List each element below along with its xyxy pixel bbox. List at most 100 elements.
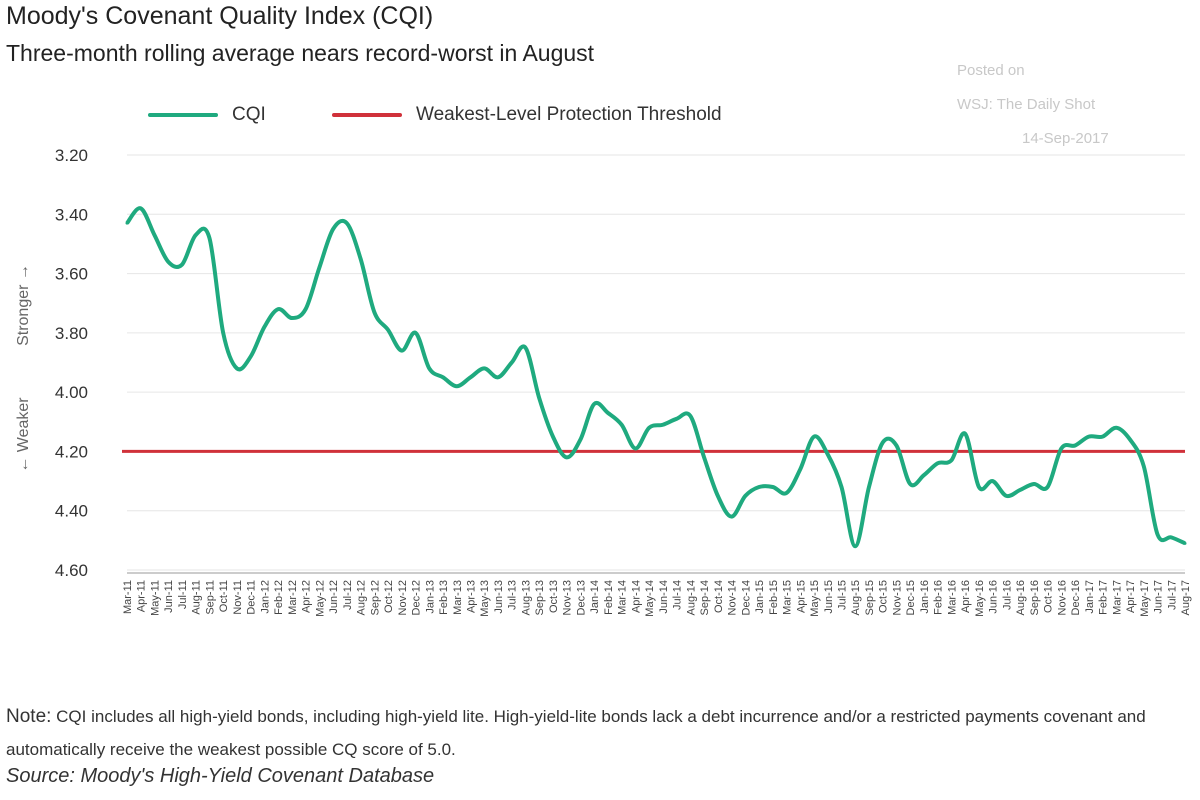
x-tick-label: Sep-11 xyxy=(204,580,216,615)
y-tick-label: 4.20 xyxy=(55,442,88,461)
legend-label: CQI xyxy=(232,104,266,125)
cqi-data-point xyxy=(936,461,940,465)
x-tick-label: Dec-12 xyxy=(411,580,423,615)
cqi-data-point xyxy=(427,366,431,370)
legend-swatch-threshold xyxy=(332,113,402,117)
cqi-data-point xyxy=(441,375,445,379)
cqi-data-point xyxy=(633,446,637,450)
x-tick-label: Jul-11 xyxy=(177,580,189,609)
y-axis-label-stronger: Stronger → xyxy=(15,264,32,346)
watermark-line: Posted on xyxy=(957,62,1025,79)
cqi-data-point xyxy=(963,432,967,436)
cqi-data-point xyxy=(991,479,995,483)
cqi-data-point xyxy=(139,206,143,210)
cqi-data-point xyxy=(194,233,198,237)
cqi-data-point xyxy=(331,227,335,231)
cqi-data-point xyxy=(1046,485,1050,489)
x-tick-label: Feb-13 xyxy=(438,580,450,615)
chart-title: Moody's Covenant Quality Index (CQI) xyxy=(6,2,434,30)
cqi-data-point xyxy=(1101,435,1105,439)
cqi-data-point xyxy=(771,485,775,489)
x-tick-label: Oct-16 xyxy=(1043,580,1055,613)
x-tick-label: Apr-17 xyxy=(1125,580,1137,613)
cqi-data-point xyxy=(290,316,294,320)
x-tick-label: Jan-12 xyxy=(259,580,271,614)
x-tick-label: May-12 xyxy=(314,580,326,617)
x-tick-label: Apr-11 xyxy=(136,580,148,612)
cqi-data-point xyxy=(1156,532,1160,536)
x-tick-label: Jul-12 xyxy=(342,580,354,610)
cqi-data-point xyxy=(1059,446,1063,450)
cqi-data-point xyxy=(1142,464,1146,468)
x-tick-label: Jun-11 xyxy=(163,580,175,613)
x-tick-label: Sep-13 xyxy=(534,580,546,615)
x-tick-label: Jul-13 xyxy=(507,580,519,610)
cqi-data-point xyxy=(839,485,843,489)
x-tick-label: Apr-13 xyxy=(466,580,478,613)
x-tick-label: Oct-12 xyxy=(383,580,395,613)
cqi-data-point xyxy=(730,515,734,519)
x-tick-label: Apr-15 xyxy=(795,580,807,613)
y-tick-label: 3.20 xyxy=(55,146,88,165)
x-tick-label: Apr-16 xyxy=(960,580,972,613)
cqi-data-point xyxy=(551,435,555,439)
cqi-data-point xyxy=(826,452,830,456)
cqi-data-point xyxy=(1114,426,1118,430)
x-tick-label: Aug-14 xyxy=(685,580,697,615)
cqi-data-point xyxy=(881,441,885,445)
cqi-data-point xyxy=(345,221,349,225)
cqi-data-point xyxy=(675,417,679,421)
cqi-data-point xyxy=(400,349,404,353)
x-tick-label: May-16 xyxy=(974,580,986,617)
x-tick-label: Oct-14 xyxy=(713,580,725,613)
y-tick-label: 3.60 xyxy=(55,265,88,284)
cqi-data-point xyxy=(620,423,624,427)
cqi-data-point xyxy=(317,266,321,270)
cqi-data-point xyxy=(853,544,857,548)
x-tick-label: Jan-13 xyxy=(424,580,436,614)
x-tick-label: Nov-14 xyxy=(727,580,739,615)
cqi-data-point xyxy=(482,366,486,370)
x-tick-label: Apr-14 xyxy=(630,580,642,613)
x-tick-label: May-14 xyxy=(644,580,656,617)
cqi-data-point xyxy=(304,307,308,311)
x-tick-label: Jul-17 xyxy=(1166,580,1178,610)
cqi-data-point xyxy=(496,375,500,379)
y-tick-label: 4.00 xyxy=(55,383,88,402)
cqi-data-point xyxy=(949,458,953,462)
source: Source: Moody's High-Yield Covenant Data… xyxy=(6,765,435,787)
x-tick-label: Dec-13 xyxy=(575,580,587,615)
x-tick-label: May-11 xyxy=(149,580,161,616)
x-tick-label: Aug-17 xyxy=(1180,580,1192,615)
y-tick-label: 4.40 xyxy=(55,502,88,521)
x-tick-label: Jun-13 xyxy=(493,580,505,614)
x-tick-label: Dec-11 xyxy=(246,580,258,615)
cqi-data-point xyxy=(1183,541,1187,545)
cqi-data-point xyxy=(647,426,651,430)
cqi-data-point xyxy=(1032,482,1036,486)
x-tick-label: Feb-17 xyxy=(1098,580,1110,615)
legend-label: Weakest-Level Protection Threshold xyxy=(416,104,722,125)
x-tick-label: Mar-12 xyxy=(287,580,299,615)
x-tick-label: Mar-17 xyxy=(1111,580,1123,615)
cqi-data-point xyxy=(262,325,266,329)
note-label: Note: xyxy=(6,706,52,727)
x-tick-label: Mar-15 xyxy=(782,580,794,615)
cqi-data-point xyxy=(510,361,514,364)
x-tick-label: Mar-14 xyxy=(617,580,629,615)
x-tick-label: Jun-15 xyxy=(823,580,835,614)
x-tick-label: Nov-13 xyxy=(562,580,574,615)
x-tick-label: Dec-15 xyxy=(905,580,917,615)
cqi-data-point xyxy=(908,482,912,486)
legend-swatch-cqi xyxy=(148,113,218,117)
cqi-data-point xyxy=(1087,435,1091,439)
x-tick-label: Aug-15 xyxy=(850,580,862,615)
x-tick-label: Jan-17 xyxy=(1084,580,1096,614)
cqi-data-point xyxy=(537,396,541,400)
cqi-data-point xyxy=(235,366,239,370)
cqi-data-point xyxy=(1004,494,1008,498)
x-tick-label: Feb-14 xyxy=(603,580,615,615)
cqi-data-point xyxy=(922,473,926,477)
x-tick-label: Sep-16 xyxy=(1029,580,1041,615)
